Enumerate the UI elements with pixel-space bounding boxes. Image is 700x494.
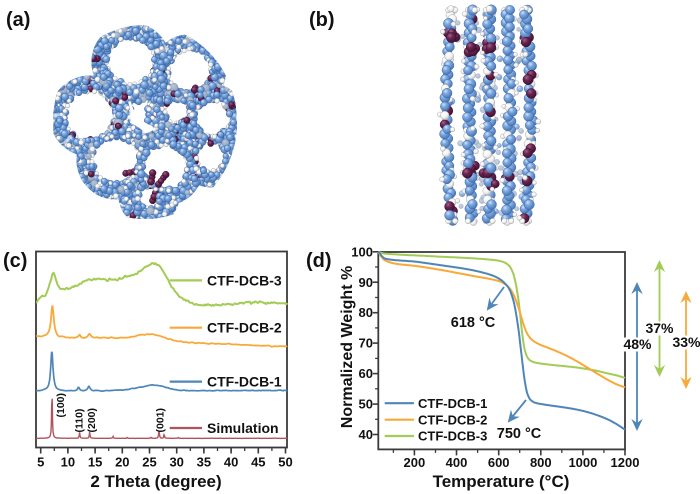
svg-text:90: 90 (359, 275, 373, 290)
svg-text:(a): (a) (6, 9, 30, 31)
svg-text:(001): (001) (154, 408, 166, 433)
svg-text:37%: 37% (645, 320, 674, 336)
svg-text:CTF-DCB-2: CTF-DCB-2 (418, 412, 487, 427)
svg-text:15: 15 (88, 455, 102, 470)
svg-text:1000: 1000 (568, 455, 597, 470)
svg-text:618 °C: 618 °C (451, 315, 496, 331)
svg-text:(d): (d) (306, 250, 332, 272)
svg-text:60: 60 (359, 366, 373, 381)
svg-text:CTF-DCB-1: CTF-DCB-1 (207, 374, 282, 390)
svg-text:(b): (b) (309, 9, 335, 31)
svg-text:CTF-DCB-2: CTF-DCB-2 (207, 320, 282, 336)
svg-text:48%: 48% (623, 336, 652, 352)
svg-text:30: 30 (169, 455, 183, 470)
svg-text:800: 800 (530, 455, 552, 470)
svg-text:10: 10 (61, 455, 75, 470)
svg-text:40: 40 (224, 455, 238, 470)
svg-text:CTF-DCB-3: CTF-DCB-3 (207, 272, 282, 288)
svg-text:(200): (200) (86, 408, 98, 433)
svg-text:35: 35 (197, 455, 211, 470)
svg-text:CTF-DCB-3: CTF-DCB-3 (418, 429, 487, 444)
svg-text:70: 70 (359, 336, 373, 351)
svg-text:80: 80 (359, 305, 373, 320)
svg-text:100: 100 (351, 244, 373, 259)
svg-text:(100): (100) (55, 393, 67, 418)
svg-text:40: 40 (359, 427, 373, 442)
svg-text:2 Theta (degree): 2 Theta (degree) (90, 472, 221, 491)
svg-text:33%: 33% (672, 334, 700, 350)
svg-text:(110): (110) (73, 409, 85, 433)
svg-text:50: 50 (359, 397, 373, 412)
svg-text:400: 400 (446, 455, 468, 470)
svg-text:45: 45 (251, 455, 265, 470)
svg-text:50: 50 (278, 455, 292, 470)
svg-text:600: 600 (488, 455, 510, 470)
svg-text:Normalized Weight %: Normalized Weight % (339, 266, 356, 428)
svg-text:CTF-DCB-1: CTF-DCB-1 (418, 396, 487, 411)
svg-text:1200: 1200 (611, 455, 640, 470)
svg-text:20: 20 (115, 455, 129, 470)
svg-text:750 °C: 750 °C (497, 426, 542, 442)
svg-text:5: 5 (37, 455, 44, 470)
svg-text:25: 25 (142, 455, 156, 470)
svg-text:200: 200 (404, 455, 426, 470)
svg-text:Temperature (°C): Temperature (°C) (433, 472, 570, 491)
svg-text:Simulation: Simulation (207, 420, 279, 436)
svg-text:(c): (c) (3, 250, 27, 272)
